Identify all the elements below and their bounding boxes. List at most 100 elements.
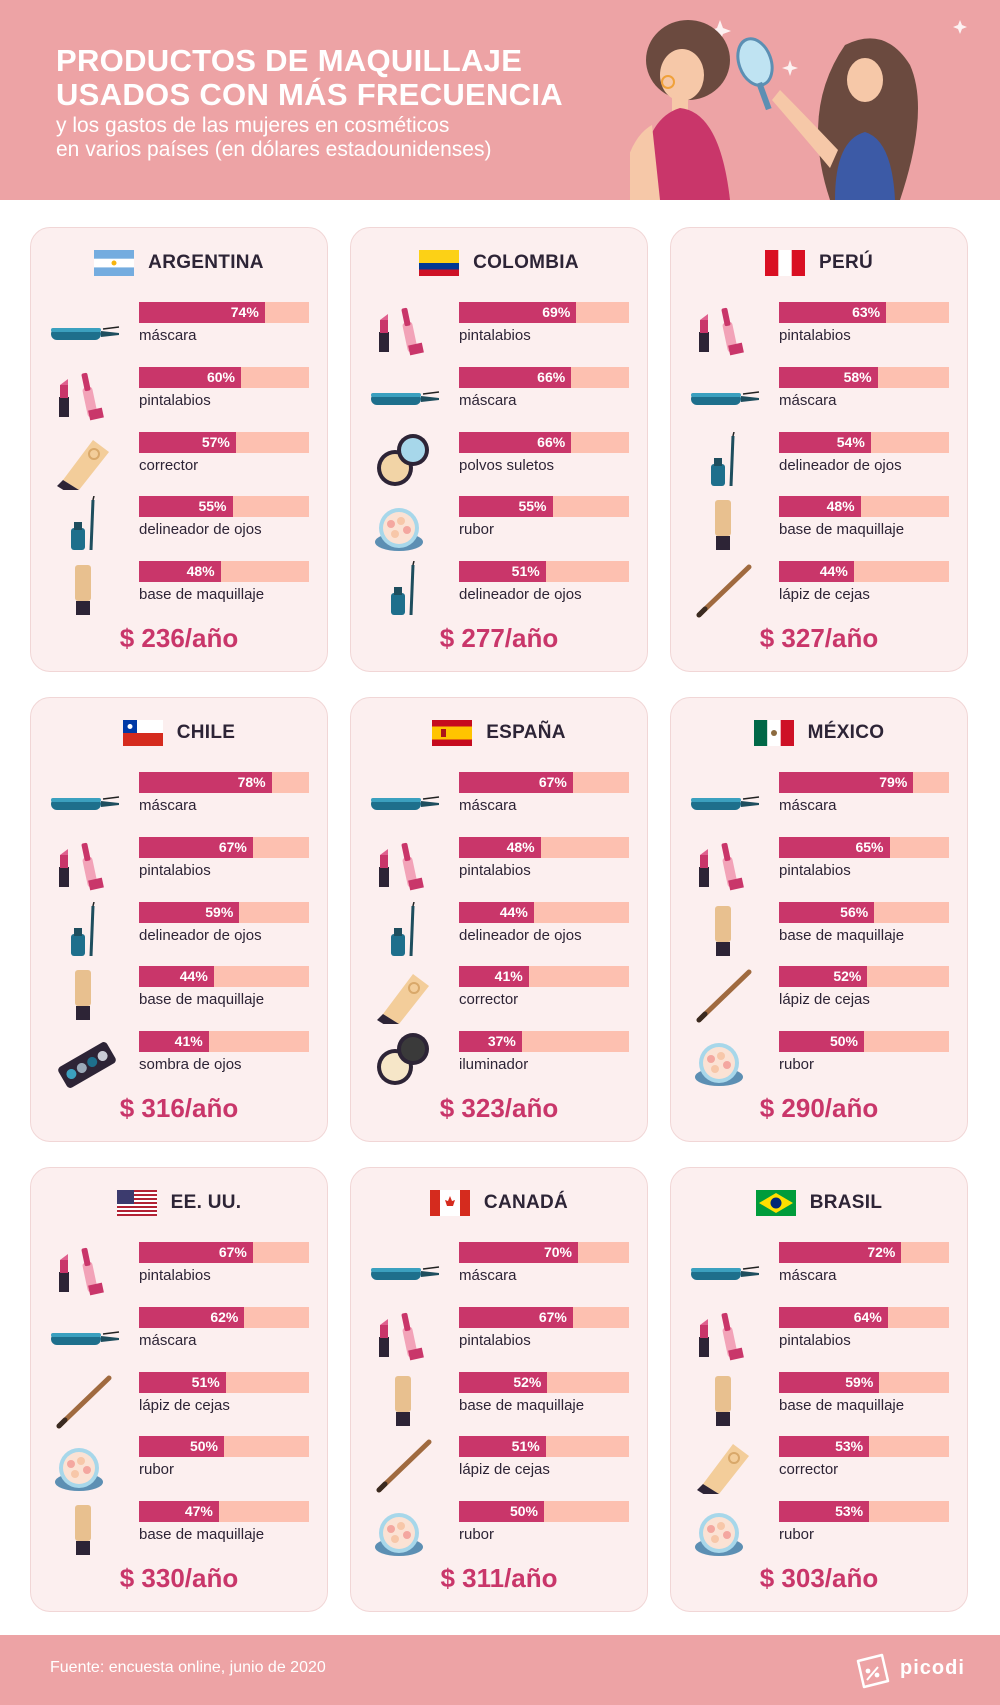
bar-value-label: 60% — [206, 369, 235, 385]
bar: 48% — [779, 496, 861, 517]
bar-track: 67% — [459, 1307, 629, 1328]
bar-value-label: 41% — [174, 1033, 203, 1049]
country-card: ESPAÑA 67% máscara 48% pintalabios 44% delinea… — [350, 697, 648, 1142]
product-name: máscara — [779, 1267, 837, 1284]
product-row: 50% rubor — [351, 1501, 647, 1561]
foundation-icon — [715, 906, 731, 956]
page-subtitle: y los gastos de las mujeres en cosmético… — [56, 114, 491, 162]
bar-value-label: 48% — [506, 839, 535, 855]
bar-value-label: 59% — [205, 904, 234, 920]
bar: 67% — [459, 772, 573, 793]
bar: 41% — [459, 966, 529, 987]
product-name: base de maquillaje — [779, 927, 905, 944]
country-name: CHILE — [176, 722, 236, 743]
bar: 65% — [779, 837, 890, 858]
picodi-logo-icon — [856, 1653, 890, 1689]
product-name: rubor — [139, 1461, 175, 1478]
bar-track: 62% — [139, 1307, 309, 1328]
bar: 50% — [779, 1031, 864, 1052]
country-header: ESPAÑA — [351, 716, 647, 750]
foundation-icon — [395, 1376, 411, 1426]
bar: 59% — [139, 902, 240, 923]
mascara-icon — [691, 391, 760, 405]
product-row: 44% delineador de ojos — [351, 902, 647, 962]
bar-value-label: 52% — [513, 1374, 542, 1390]
country-card: ARGENTINA 74% máscara 60% pintalabios 57% corr… — [30, 227, 328, 672]
product-row: 52% lápiz de cejas — [671, 966, 967, 1026]
bar: 79% — [779, 772, 914, 793]
bar-track: 58% — [779, 367, 949, 388]
mascara-icon — [371, 1266, 440, 1280]
bar-track: 66% — [459, 432, 629, 453]
product-row: 57% corrector — [31, 432, 327, 492]
bar-value-label: 69% — [542, 304, 571, 320]
product-row: 55% delineador de ojos — [31, 496, 327, 556]
bar-track: 69% — [459, 302, 629, 323]
bar-track: 59% — [779, 1372, 949, 1393]
flag-usa-icon — [116, 1190, 157, 1216]
product-name: pintalabios — [139, 392, 211, 409]
product-name: pintalabios — [459, 327, 531, 344]
product-row: 66% máscara — [351, 367, 647, 427]
foundation-icon — [715, 1376, 731, 1426]
bar-value-label: 47% — [184, 1503, 213, 1519]
bar-value-label: 51% — [511, 1438, 540, 1454]
product-name: pintalabios — [139, 1267, 211, 1284]
bar: 60% — [139, 367, 241, 388]
bar-track: 52% — [459, 1372, 629, 1393]
bar-track: 64% — [779, 1307, 949, 1328]
bar-track: 67% — [459, 772, 629, 793]
product-row: 64% pintalabios — [671, 1307, 967, 1367]
bar: 78% — [139, 772, 272, 793]
country-name: ESPAÑA — [486, 722, 566, 743]
product-name: base de maquillaje — [779, 1397, 905, 1414]
bar: 64% — [779, 1307, 888, 1328]
bar-track: 72% — [779, 1242, 949, 1263]
flag-chile-icon — [122, 720, 163, 746]
product-name: pintalabios — [459, 862, 531, 879]
bar: 51% — [459, 1436, 546, 1457]
bar: 63% — [779, 302, 887, 323]
bar: 56% — [779, 902, 875, 923]
women-illustration — [630, 20, 967, 200]
browpencil-icon — [696, 564, 752, 618]
bar: 52% — [459, 1372, 548, 1393]
mascara-icon — [51, 796, 120, 810]
eyeshadow-icon — [58, 1042, 116, 1088]
bar: 62% — [139, 1307, 245, 1328]
bar-track: 66% — [459, 367, 629, 388]
product-row: 79% máscara — [671, 772, 967, 832]
product-row: 51% delineador de ojos — [351, 561, 647, 621]
source-note: Fuente: encuesta online, junio de 2020 — [50, 1659, 326, 1676]
bar-value-label: 70% — [543, 1244, 572, 1260]
bar: 50% — [459, 1501, 544, 1522]
bar: 66% — [459, 367, 572, 388]
product-row: 53% rubor — [671, 1501, 967, 1561]
product-row: 55% rubor — [351, 496, 647, 556]
bar: 41% — [139, 1031, 209, 1052]
bar-value-label: 72% — [867, 1244, 896, 1260]
foundation-icon — [75, 970, 91, 1020]
bar-value-label: 51% — [511, 563, 540, 579]
product-row: 54% delineador de ojos — [671, 432, 967, 492]
annual-spending: $ 330/año — [119, 1563, 239, 1593]
bar-value-label: 67% — [538, 1309, 567, 1325]
product-name: pintalabios — [779, 327, 851, 344]
product-name: corrector — [139, 457, 199, 474]
product-name: pintalabios — [139, 862, 211, 879]
bar-track: 41% — [139, 1031, 309, 1052]
product-row: 48% pintalabios — [351, 837, 647, 897]
product-name: base de maquillaje — [459, 1397, 585, 1414]
product-name: máscara — [459, 392, 517, 409]
bar-value-label: 55% — [518, 498, 547, 514]
product-row: 67% pintalabios — [31, 837, 327, 897]
product-name: rubor — [779, 1056, 815, 1073]
bar-track: 53% — [779, 1436, 949, 1457]
product-name: lápiz de cejas — [139, 1397, 230, 1414]
country-card: CHILE 78% máscara 67% pintalabios 59% delinead… — [30, 697, 328, 1142]
product-row: 51% lápiz de cejas — [31, 1372, 327, 1432]
browpencil-icon — [696, 969, 752, 1023]
bar-value-label: 66% — [537, 369, 566, 385]
bar: 66% — [459, 432, 572, 453]
product-name: corrector — [779, 1461, 839, 1478]
